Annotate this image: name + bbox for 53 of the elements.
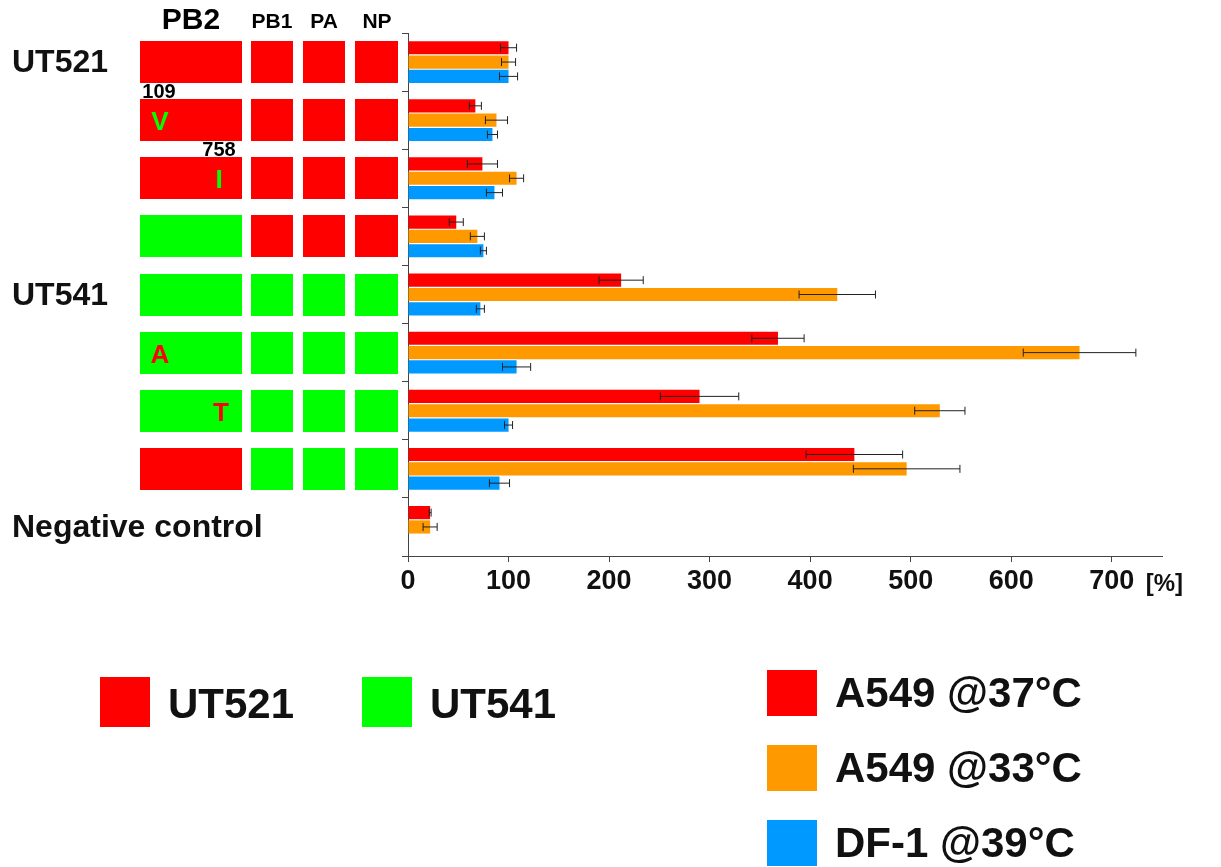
legend-label: A549 @37°C: [835, 669, 1082, 716]
bar: [408, 418, 509, 432]
y-tick-label: Negative control: [12, 507, 263, 544]
y-tick-label: UT541: [12, 275, 109, 312]
text: PB2: [161, 2, 221, 35]
bar: [408, 520, 431, 534]
text: PB1: [251, 9, 293, 32]
x-axis-title: [%]: [1145, 569, 1184, 596]
text: T: [213, 396, 229, 427]
text: UT521: [168, 680, 295, 727]
x-tick-label: 500: [888, 564, 934, 595]
bar: [408, 360, 517, 374]
legend-label: DF-1 @39°C: [835, 819, 1075, 866]
text: V: [151, 106, 169, 137]
bar: [408, 157, 483, 171]
x-tick-label: 700: [1089, 564, 1135, 595]
bar: [408, 55, 509, 69]
y-tick-label: UT521: [12, 43, 109, 80]
x-tick-label: 200: [586, 564, 632, 595]
bar: [408, 331, 778, 345]
text: 758: [202, 138, 236, 161]
x-tick-label: 100: [486, 564, 532, 595]
bar: [408, 244, 484, 258]
bar: [408, 462, 907, 476]
bar: [408, 186, 495, 200]
bar: [408, 99, 476, 113]
bar: [408, 69, 509, 83]
bar: [408, 273, 622, 287]
bar: [408, 113, 497, 127]
legend-label: A549 @33°C: [835, 744, 1082, 791]
x-tick-label: 400: [787, 564, 833, 595]
bar: [408, 389, 700, 403]
bar: [408, 404, 940, 418]
bar: [408, 346, 1080, 360]
x-tick-label: 0: [400, 564, 416, 595]
bar: [408, 506, 431, 520]
text: I: [215, 164, 223, 195]
x-tick-label: 600: [988, 564, 1034, 595]
text: 109: [142, 80, 176, 103]
text: A: [150, 338, 170, 369]
bar: [408, 229, 478, 243]
text: UT541: [430, 680, 557, 727]
bar: [408, 127, 493, 142]
bar: [408, 287, 838, 302]
bar: [408, 215, 457, 229]
x-tick-label: 300: [687, 564, 733, 595]
bar: [408, 41, 509, 55]
bar: [408, 171, 517, 185]
bar: [408, 302, 481, 316]
text: PA: [310, 9, 338, 32]
text: NP: [362, 9, 392, 32]
bar: [408, 476, 500, 490]
bar: [408, 447, 855, 462]
